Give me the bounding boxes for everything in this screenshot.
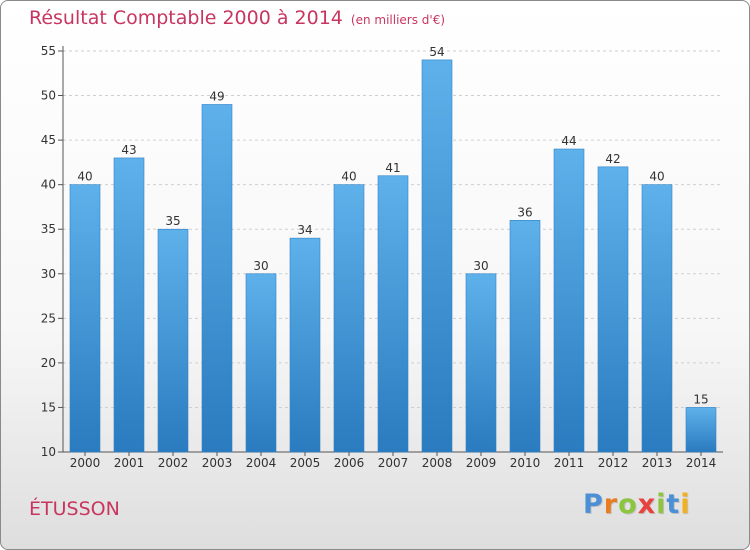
bar [641, 184, 673, 453]
x-tick-label: 2008 [422, 456, 453, 470]
bar-value-label: 54 [429, 45, 444, 59]
chart-unit: (en milliers d'€) [350, 13, 446, 27]
bar-value-label: 49 [209, 89, 224, 103]
bar [685, 407, 717, 453]
x-tick-label: 2013 [642, 456, 673, 470]
bar-value-label: 30 [473, 259, 488, 273]
bar [553, 148, 585, 453]
bar-value-label: 30 [253, 259, 268, 273]
bar [421, 59, 453, 453]
bar [289, 237, 321, 453]
bar [157, 228, 189, 453]
x-tick-label: 2009 [466, 456, 497, 470]
bar-value-label: 42 [605, 152, 620, 166]
y-tick-label: 30 [41, 267, 56, 281]
x-tick-label: 2000 [70, 456, 101, 470]
x-tick-label: 2010 [510, 456, 541, 470]
x-tick-label: 2011 [554, 456, 585, 470]
bar [245, 273, 277, 453]
x-tick-label: 2005 [290, 456, 321, 470]
bar-value-label: 43 [121, 143, 136, 157]
logo-letter: r [603, 489, 619, 520]
logo-letter: x [637, 489, 657, 520]
bar-value-label: 44 [561, 134, 576, 148]
y-tick-label: 15 [41, 400, 56, 414]
x-tick-label: 2014 [686, 456, 717, 470]
x-tick-label: 2001 [114, 456, 145, 470]
bar-value-label: 35 [165, 214, 180, 228]
x-tick-label: 2004 [246, 456, 277, 470]
y-tick-label: 25 [41, 311, 56, 325]
bar [509, 220, 541, 453]
logo-letter: o [618, 489, 638, 520]
bar [201, 104, 233, 453]
bar-value-label: 36 [517, 205, 532, 219]
bar-value-label: 40 [649, 170, 664, 184]
bar-value-label: 40 [77, 170, 92, 184]
y-tick-label: 55 [41, 44, 56, 58]
bar [597, 166, 629, 453]
bar-value-label: 34 [297, 223, 312, 237]
commune-name: ÉTUSSON [29, 498, 120, 520]
x-tick-label: 2012 [598, 456, 629, 470]
bar [377, 175, 409, 453]
y-tick-label: 50 [41, 89, 56, 103]
x-tick-label: 2007 [378, 456, 409, 470]
y-tick-label: 35 [41, 222, 56, 236]
y-tick-label: 20 [41, 356, 56, 370]
bar [333, 184, 365, 453]
logo-letter: i [680, 489, 691, 520]
y-tick-label: 40 [41, 178, 56, 192]
y-tick-label: 45 [41, 133, 56, 147]
x-tick-label: 2002 [158, 456, 189, 470]
y-tick-label: 10 [41, 445, 56, 459]
bar [69, 184, 101, 453]
bar-value-label: 41 [385, 161, 400, 175]
x-tick-label: 2006 [334, 456, 365, 470]
logo-letter: P [583, 489, 604, 520]
bar [465, 273, 497, 453]
bar-value-label: 15 [693, 392, 708, 406]
chart-title: Résultat Comptable 2000 à 2014 (en millie… [29, 7, 445, 29]
x-tick-label: 2003 [202, 456, 233, 470]
chart-title-text: Résultat Comptable 2000 à 2014 [29, 7, 343, 29]
logo-letter: i [656, 489, 667, 520]
bar [113, 157, 145, 453]
logo-letter: t [666, 489, 681, 520]
proxiti-logo: Proxiti [583, 489, 691, 520]
bar-value-label: 40 [341, 170, 356, 184]
